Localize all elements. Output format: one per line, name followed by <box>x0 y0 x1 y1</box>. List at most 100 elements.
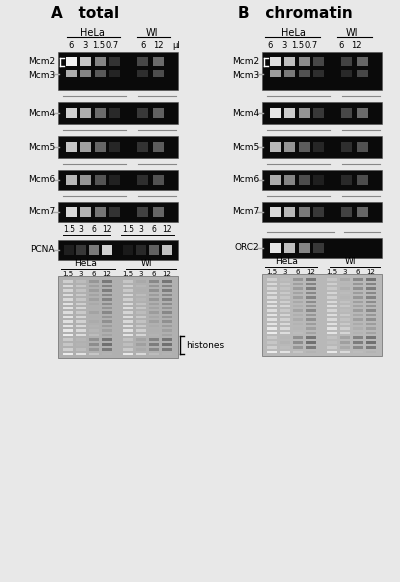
Bar <box>123 348 133 351</box>
Bar <box>327 323 337 325</box>
Bar <box>89 338 99 341</box>
Bar <box>366 318 376 321</box>
Bar <box>353 305 363 307</box>
Bar <box>353 278 363 281</box>
Bar <box>340 318 350 321</box>
Bar <box>280 314 290 316</box>
Bar <box>280 341 290 344</box>
Bar <box>76 245 86 255</box>
Bar <box>357 57 368 66</box>
Text: Mcm4: Mcm4 <box>28 108 55 118</box>
Bar <box>149 245 159 255</box>
Bar <box>123 307 133 309</box>
Bar <box>313 57 324 66</box>
Bar <box>306 332 316 334</box>
Bar <box>136 294 146 296</box>
Bar <box>293 301 303 303</box>
Bar <box>366 332 376 334</box>
Bar <box>366 301 376 303</box>
Bar <box>340 332 350 334</box>
Text: Mcm2: Mcm2 <box>232 58 259 66</box>
Text: 6: 6 <box>267 41 273 49</box>
Bar <box>137 57 148 66</box>
Bar <box>327 327 337 330</box>
Bar <box>102 311 112 314</box>
Bar <box>353 309 363 312</box>
Bar <box>80 207 91 217</box>
Text: 3: 3 <box>343 269 347 275</box>
Bar <box>340 292 350 294</box>
Bar <box>89 320 99 323</box>
Bar <box>63 320 73 323</box>
Bar <box>340 283 350 285</box>
Bar <box>95 57 106 66</box>
Bar <box>267 336 277 339</box>
Bar <box>162 294 172 296</box>
Bar <box>280 323 290 325</box>
Bar <box>137 108 148 118</box>
Bar <box>299 243 310 253</box>
Bar <box>95 142 106 152</box>
Bar <box>63 353 73 355</box>
Bar <box>89 329 99 332</box>
Bar <box>58 102 178 124</box>
Bar <box>306 292 316 294</box>
Bar <box>366 278 376 281</box>
Bar <box>340 287 350 290</box>
Bar <box>153 175 164 185</box>
Text: Mcm3: Mcm3 <box>232 70 259 80</box>
Bar <box>149 316 159 318</box>
Text: Mcm6: Mcm6 <box>232 176 259 184</box>
Bar <box>284 207 295 217</box>
Bar <box>280 327 290 330</box>
Bar <box>95 175 106 185</box>
Bar <box>95 70 106 77</box>
Bar <box>293 309 303 312</box>
Bar <box>357 175 368 185</box>
Bar <box>366 309 376 312</box>
Text: Mcm5: Mcm5 <box>28 143 55 151</box>
Bar <box>162 289 172 292</box>
Bar <box>340 296 350 299</box>
Bar <box>63 311 73 314</box>
Bar <box>162 316 172 318</box>
Text: 0.7: 0.7 <box>304 41 318 49</box>
Bar <box>102 325 112 327</box>
Bar <box>58 52 178 90</box>
Bar <box>353 346 363 349</box>
Bar <box>149 334 159 336</box>
Bar <box>340 327 350 330</box>
Bar <box>267 296 277 299</box>
Text: 3: 3 <box>138 225 144 235</box>
Bar <box>280 336 290 339</box>
Bar <box>63 280 73 283</box>
Bar <box>89 285 99 287</box>
Bar <box>76 311 86 314</box>
Bar <box>123 285 133 287</box>
Bar <box>366 296 376 299</box>
Bar <box>327 305 337 307</box>
Bar <box>66 207 77 217</box>
Text: 3: 3 <box>139 271 143 277</box>
Bar <box>262 202 382 222</box>
Bar <box>306 327 316 330</box>
Bar <box>280 292 290 294</box>
Bar <box>267 351 277 353</box>
Bar <box>58 170 178 190</box>
Bar <box>136 298 146 301</box>
Bar <box>353 283 363 285</box>
Bar <box>280 351 290 353</box>
Bar <box>284 57 295 66</box>
Bar <box>262 274 382 356</box>
Bar <box>270 70 281 77</box>
Bar <box>270 57 281 66</box>
Bar <box>270 175 281 185</box>
Bar <box>89 289 99 292</box>
Bar <box>366 346 376 349</box>
Bar <box>353 327 363 330</box>
Bar <box>63 343 73 346</box>
Text: histones: histones <box>186 340 224 350</box>
Bar <box>149 325 159 327</box>
Bar <box>66 175 77 185</box>
Bar <box>280 309 290 312</box>
